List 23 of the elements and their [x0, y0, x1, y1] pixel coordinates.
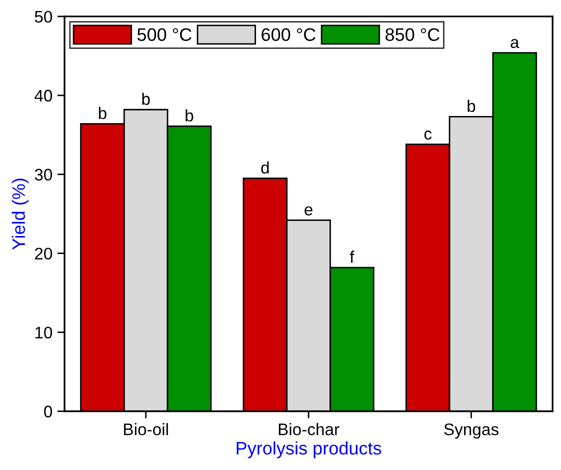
y-tick-label: 20	[35, 248, 52, 260]
legend-label: 600 °C	[262, 28, 316, 42]
x-tick-label: Syngas	[444, 423, 498, 439]
y-tick-label: 50	[34, 10, 52, 23]
annotation: b	[142, 92, 150, 105]
y-tick-label: 40	[34, 90, 52, 102]
annotation: d	[261, 161, 269, 174]
x-tick-label: Bio-char	[278, 423, 340, 436]
y-axis-title: Yield (%)	[12, 178, 29, 250]
annotation: b	[98, 106, 106, 120]
y-tick-label: 30	[34, 168, 52, 181]
legend-label: 850 °C	[386, 28, 440, 42]
legend-label: 500 °C	[137, 28, 192, 42]
annotation: c	[424, 130, 432, 140]
annotation: b	[468, 100, 476, 112]
y-tick-label: 10	[35, 326, 52, 338]
y-tick-label: 0	[44, 406, 52, 418]
text: a	[510, 38, 520, 48]
x-tick-label: Bio-oil	[124, 423, 168, 436]
annotation: b	[186, 109, 194, 122]
annotation: f	[350, 250, 354, 263]
annotation: e	[304, 206, 312, 216]
x-axis-title: Pyrolysis products	[236, 441, 382, 458]
